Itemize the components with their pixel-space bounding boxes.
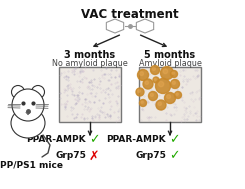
Circle shape: [158, 102, 161, 105]
Bar: [59, 67, 121, 122]
Circle shape: [156, 78, 171, 94]
Circle shape: [137, 70, 148, 81]
Text: ✓: ✓: [169, 133, 180, 146]
Circle shape: [145, 81, 148, 84]
Circle shape: [167, 95, 171, 98]
Text: APP/PS1 mice: APP/PS1 mice: [0, 160, 63, 169]
Circle shape: [171, 80, 180, 88]
Circle shape: [12, 89, 44, 121]
Circle shape: [150, 93, 153, 96]
Circle shape: [164, 92, 175, 104]
Text: Amyloid plaque: Amyloid plaque: [139, 59, 201, 68]
Circle shape: [136, 88, 144, 96]
Circle shape: [32, 85, 45, 98]
Circle shape: [139, 99, 147, 106]
Text: PPAR-AMPK: PPAR-AMPK: [106, 136, 166, 145]
Text: PPAR-AMPK: PPAR-AMPK: [26, 136, 86, 145]
Circle shape: [141, 101, 143, 103]
Circle shape: [143, 79, 153, 89]
Text: No amyloid plaque: No amyloid plaque: [52, 59, 128, 68]
Circle shape: [153, 77, 159, 83]
Circle shape: [156, 100, 166, 110]
Text: 5 months: 5 months: [145, 50, 196, 60]
Circle shape: [163, 69, 168, 74]
Circle shape: [154, 78, 156, 80]
Circle shape: [150, 66, 159, 74]
Circle shape: [12, 85, 24, 98]
Text: VAC treatment: VAC treatment: [81, 8, 179, 21]
Circle shape: [140, 72, 144, 76]
Circle shape: [171, 70, 177, 77]
Circle shape: [174, 91, 182, 98]
Circle shape: [138, 90, 140, 92]
Circle shape: [176, 93, 178, 95]
Text: ✗: ✗: [89, 149, 99, 163]
Circle shape: [160, 67, 173, 80]
Text: Grp75: Grp75: [135, 152, 166, 160]
Circle shape: [172, 72, 174, 74]
Text: ✓: ✓: [169, 149, 180, 163]
Circle shape: [172, 81, 175, 84]
Bar: [139, 67, 201, 122]
Circle shape: [148, 91, 158, 101]
Text: Grp75: Grp75: [55, 152, 86, 160]
Text: ✓: ✓: [89, 133, 99, 146]
Ellipse shape: [11, 108, 45, 138]
Circle shape: [152, 67, 155, 70]
Circle shape: [159, 81, 164, 87]
Text: 3 months: 3 months: [64, 50, 116, 60]
